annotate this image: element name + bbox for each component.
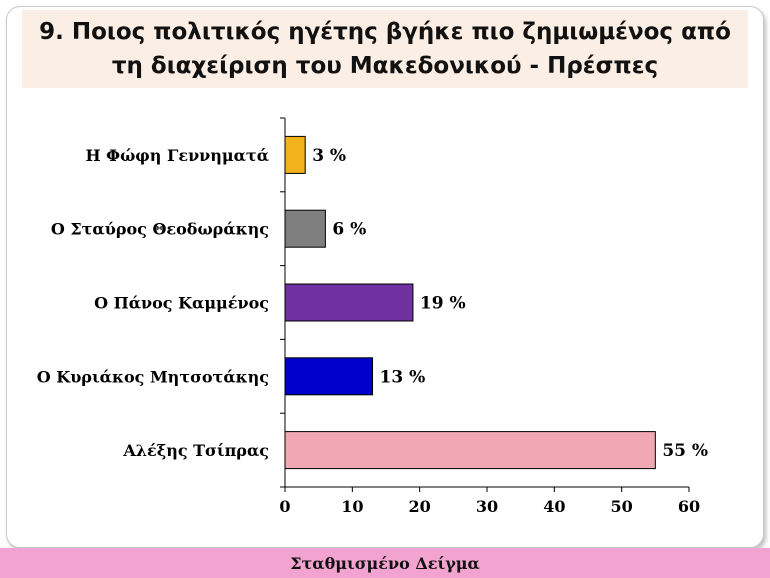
category-label: Ο Πάνος Καμμένος [94, 294, 269, 313]
x-tick-label: 20 [409, 497, 431, 516]
bar [284, 431, 656, 470]
category-label: Ο Σταύρος Θεοδωράκης [51, 220, 269, 239]
chart-title: 9. Ποιος πολιτικός ηγέτης βγήκε πιο ζημι… [39, 19, 731, 79]
category-label: Αλέξης Τσίπρας [122, 441, 269, 460]
footer-bar: Σταθμισμένο Δείγμα [0, 548, 770, 578]
data-label: 55 % [662, 441, 708, 461]
chart-title-box: 9. Ποιος πολιτικός ηγέτης βγήκε πιο ζημι… [22, 10, 748, 88]
data-label: 13 % [380, 367, 426, 387]
footer-label: Σταθμισμένο Δείγμα [290, 553, 480, 573]
x-tick-label: 40 [543, 497, 565, 516]
bar [284, 357, 374, 396]
bar [284, 283, 414, 322]
bar [284, 135, 306, 174]
x-tick-label: 10 [341, 497, 363, 516]
x-tick-label: 30 [476, 497, 498, 516]
x-tick-label: 50 [611, 497, 633, 516]
category-label: Ο Κυριάκος Μητσοτάκης [37, 367, 269, 386]
x-tick-label: 0 [279, 497, 290, 516]
bar [284, 209, 326, 248]
data-label: 19 % [420, 294, 466, 314]
data-label: 6 % [332, 220, 366, 240]
data-label: 3 % [312, 146, 346, 166]
category-label: Η Φώφη Γεννηματά [85, 146, 269, 165]
x-tick-label: 60 [678, 497, 700, 516]
